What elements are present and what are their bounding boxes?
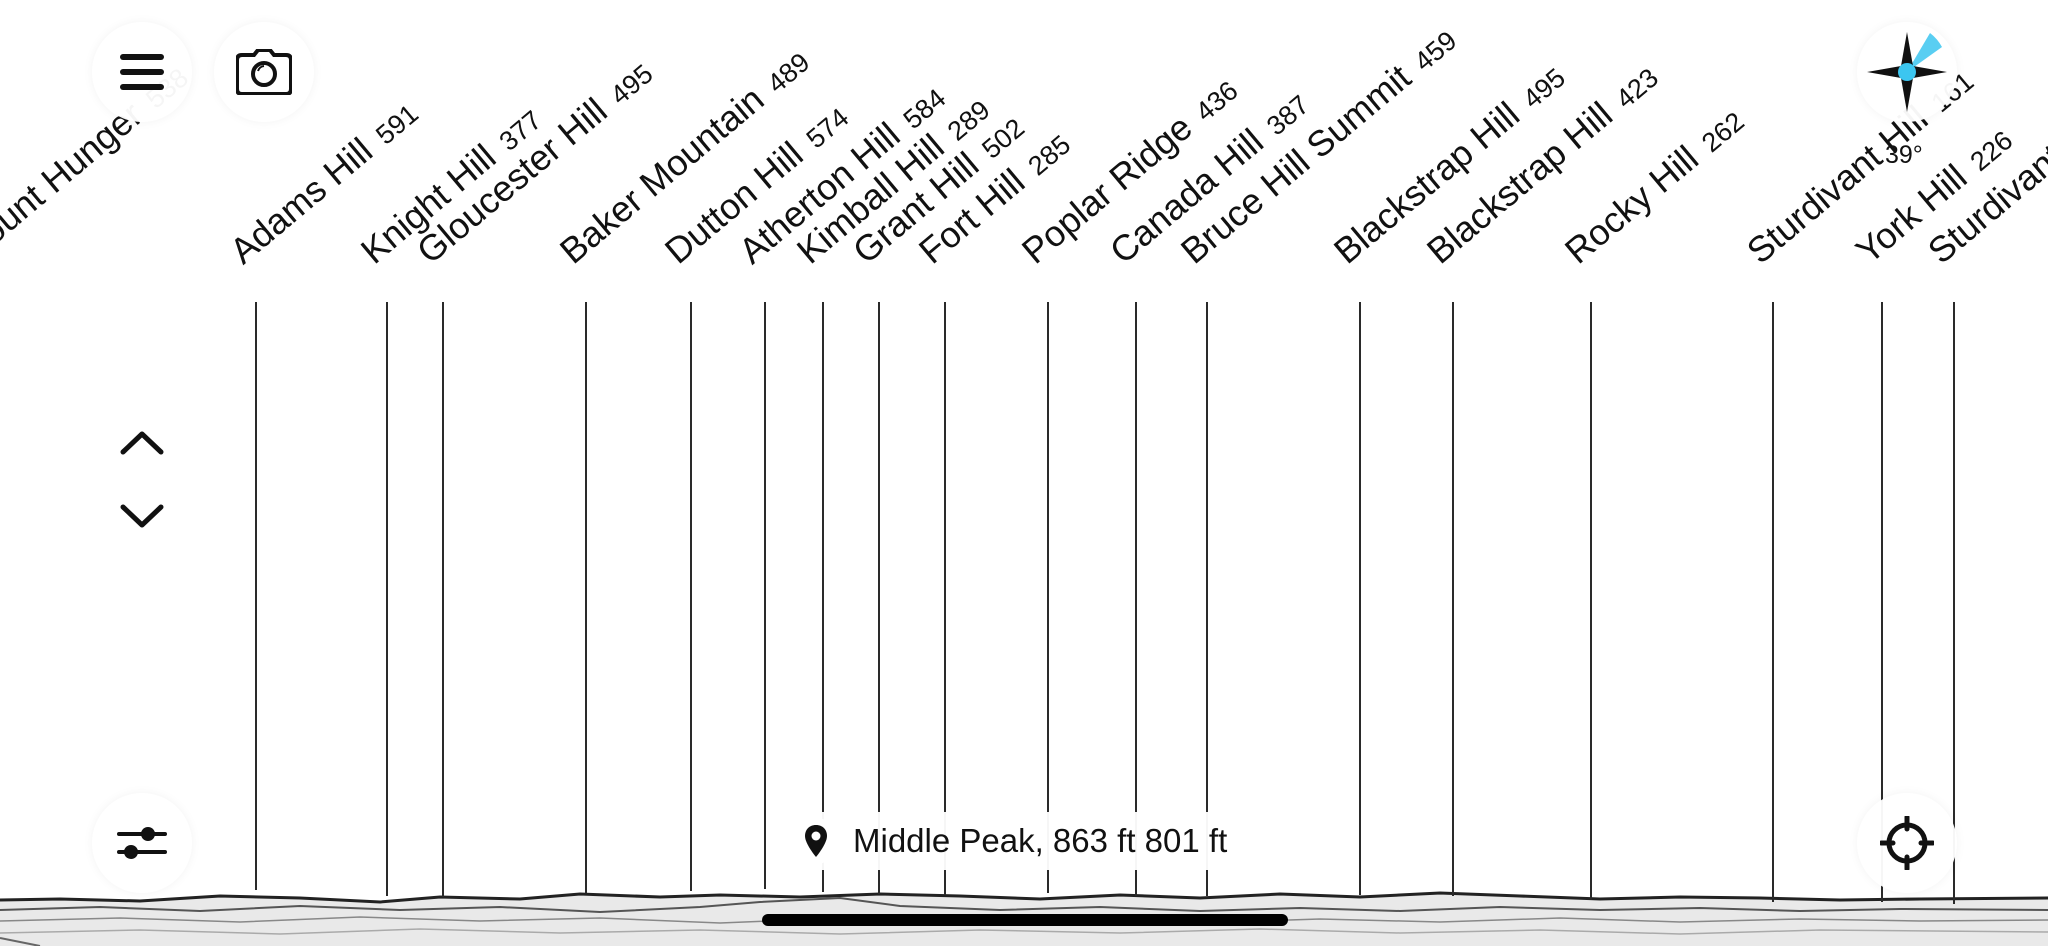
menu-button[interactable]	[92, 22, 192, 122]
compass-button[interactable]	[1857, 22, 1957, 122]
tilt-control	[92, 407, 192, 557]
viewpoint-text: Middle Peak, 863 ft 801 ft	[853, 822, 1228, 859]
peak-line	[1772, 302, 1774, 902]
peak-line	[1953, 302, 1955, 904]
tilt-up-button[interactable]	[92, 407, 192, 482]
peak-line	[585, 302, 587, 893]
peak-line	[1452, 302, 1454, 896]
compass-rose-graphic	[1867, 32, 1947, 112]
compass-rose-icon	[1862, 27, 1952, 117]
peak-line	[442, 302, 444, 897]
camera-button[interactable]	[214, 22, 314, 122]
hamburger-menu-icon	[120, 53, 164, 91]
peak-line	[764, 302, 766, 889]
settings-button[interactable]	[92, 793, 192, 893]
terrain-silhouette	[0, 891, 2048, 946]
peak-elevation: 459	[1408, 25, 1463, 78]
sliders-icon	[117, 823, 167, 863]
peak-elevation: 262	[1696, 106, 1750, 159]
compass-tilt-readout: 39°	[1885, 141, 1923, 169]
camera-icon	[236, 49, 292, 95]
peak-elevation: 423	[1610, 62, 1664, 115]
peak-name: Adams Hill	[221, 129, 381, 272]
peak-elevation: 495	[604, 58, 659, 111]
tilt-down-button[interactable]	[92, 482, 192, 557]
recenter-button[interactable]	[1857, 793, 1957, 893]
peak-line	[944, 302, 946, 895]
peak-name: Sturdivant Hill	[1738, 97, 1936, 272]
peak-elevation: 489	[761, 46, 816, 99]
location-pin-icon	[793, 818, 839, 864]
peak-line	[690, 302, 692, 891]
peak-elevation: 591	[370, 98, 425, 151]
peak-elevation: 285	[1022, 129, 1077, 182]
peak-name: Mount Hunger	[0, 93, 151, 272]
peak-line	[878, 302, 880, 894]
chevron-down-icon	[120, 504, 164, 535]
peak-line	[1047, 302, 1049, 893]
crosshair-icon	[1880, 816, 1934, 870]
peak-line	[1590, 302, 1592, 900]
peak-line	[822, 302, 824, 892]
peak-line	[1359, 302, 1361, 895]
home-indicator[interactable]	[762, 914, 1288, 926]
peak-elevation: 436	[1189, 75, 1244, 128]
viewpoint-label[interactable]: Middle Peak, 863 ft 801 ft	[787, 812, 1246, 870]
peak-line	[255, 302, 257, 890]
peak-line	[386, 302, 388, 896]
peak-line	[1881, 302, 1883, 902]
peak-elevation: 495	[1517, 62, 1571, 115]
chevron-up-icon	[120, 429, 164, 460]
peak-line	[1206, 302, 1208, 896]
peak-line	[1135, 302, 1137, 896]
